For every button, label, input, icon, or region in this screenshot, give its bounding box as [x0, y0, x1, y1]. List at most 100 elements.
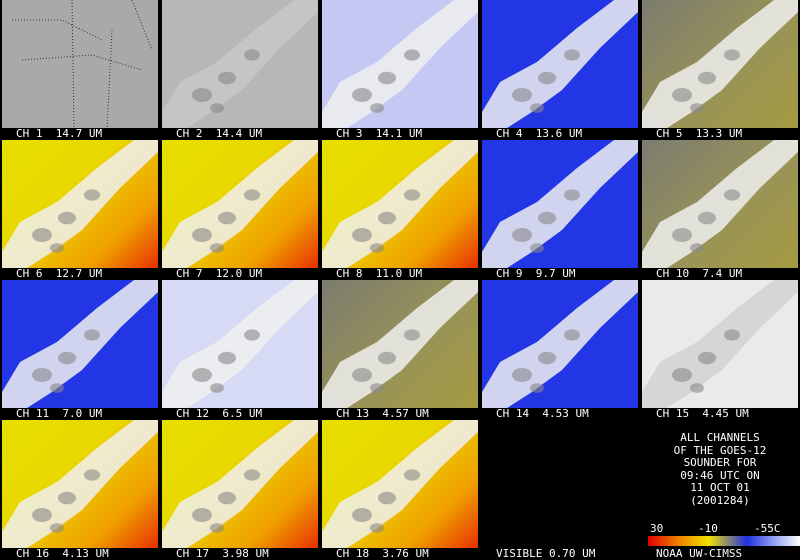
cloud-shade [210, 243, 224, 253]
satellite-image [642, 280, 798, 408]
satellite-image [482, 420, 638, 548]
cloud-band [322, 280, 478, 408]
panel-label: CH 5 13.3 UM [656, 127, 743, 140]
cloud-shade [672, 88, 692, 102]
panel-label: CH 4 13.6 UM [496, 127, 583, 140]
cloud-shade [724, 49, 740, 61]
panel: CH 6 12.7 UM [0, 140, 160, 280]
cloud-layer [322, 0, 478, 128]
info-line: 09:46 UTC ON [680, 468, 760, 482]
cloud-shade [378, 71, 396, 85]
satellite-image [482, 280, 638, 408]
satellite-image [322, 0, 478, 128]
cloud-shade [404, 49, 420, 61]
cloud-layer [162, 0, 318, 128]
panel-label: CH 17 3.98 UM [176, 547, 269, 560]
panel-label: VISIBLE 0.70 UM [496, 547, 596, 560]
cloud-shade [192, 228, 212, 242]
panel: CH 10 7.4 UM [640, 140, 800, 280]
cloud-shade [32, 508, 52, 522]
panel-label: CH 8 11.0 UM [336, 267, 423, 280]
cloud-shade [32, 228, 52, 242]
cloud-shade [84, 329, 100, 341]
cloud-layer [482, 140, 638, 268]
cloud-band [322, 420, 478, 548]
cloud-shade [370, 103, 384, 113]
info-line: (2001284) [690, 493, 750, 507]
satellite-image [642, 140, 798, 268]
cloud-shade [690, 103, 704, 113]
panel-label: CH 11 7.0 UM [16, 407, 103, 420]
cloud-layer [2, 280, 158, 408]
cloud-layer [642, 0, 798, 128]
cloud-shade [244, 49, 260, 61]
cloud-shade [404, 469, 420, 481]
cloud-band [482, 0, 638, 128]
cloud-shade [218, 491, 236, 505]
panel: CH 11 7.0 UM [0, 280, 160, 420]
panel: CH 18 3.76 UM [320, 420, 480, 560]
panel: CH 1 14.7 UM [0, 0, 160, 140]
cloud-shade [370, 243, 384, 253]
info-panel: ALL CHANNELS OF THE GOES-12 SOUNDER FOR 09:… [640, 420, 800, 560]
cloud-shade [690, 243, 704, 253]
cloud-shade [530, 243, 544, 253]
satellite-image [322, 140, 478, 268]
cloud-shade [538, 211, 556, 225]
cloud-shade [698, 351, 716, 365]
panel-label: CH 2 14.4 UM [176, 127, 263, 140]
color-bar [648, 536, 800, 546]
cloud-shade [404, 189, 420, 201]
cloud-band [162, 420, 318, 548]
cloud-layer [2, 140, 158, 268]
cloud-layer [642, 280, 798, 408]
cloud-shade [512, 368, 532, 382]
satellite-image [2, 0, 158, 128]
panel-label: CH 14 4.53 UM [496, 407, 589, 420]
cloud-shade [192, 508, 212, 522]
cloud-shade [50, 243, 64, 253]
cloud-band [642, 280, 798, 408]
cloud-shade [244, 469, 260, 481]
cloud-shade [564, 329, 580, 341]
cloud-layer [482, 0, 638, 128]
cloud-shade [724, 329, 740, 341]
satellite-image [2, 420, 158, 548]
cloud-shade [58, 351, 76, 365]
panel-label: CH 1 14.7 UM [16, 127, 103, 140]
cloud-shade [538, 71, 556, 85]
panel-label: CH 7 12.0 UM [176, 267, 263, 280]
panel: CH 12 6.5 UM [160, 280, 320, 420]
cloud-shade [698, 211, 716, 225]
cloud-shade [192, 368, 212, 382]
satellite-image [2, 280, 158, 408]
panel-label: CH 15 4.45 UM [656, 407, 749, 420]
panel-label: CH 10 7.4 UM [656, 267, 743, 280]
panel: CH 8 11.0 UM [320, 140, 480, 280]
cloud-shade [370, 383, 384, 393]
cloud-band [482, 140, 638, 268]
panel: CH 5 13.3 UM [640, 0, 800, 140]
cloud-band [2, 420, 158, 548]
cloud-shade [210, 103, 224, 113]
satellite-image [162, 0, 318, 128]
panel: CH 2 14.4 UM [160, 0, 320, 140]
cloud-shade [370, 523, 384, 533]
panel: CH 7 12.0 UM [160, 140, 320, 280]
map-lines [12, 0, 153, 128]
cloud-shade [404, 329, 420, 341]
cloud-shade [244, 329, 260, 341]
cloud-band [322, 0, 478, 128]
cloud-band [162, 0, 318, 128]
panel: CH 17 3.98 UM [160, 420, 320, 560]
info-line: OF THE GOES-12 [673, 443, 767, 457]
scale-label: -10 [698, 522, 718, 535]
cloud-band [322, 140, 478, 268]
cloud-shade [244, 189, 260, 201]
cloud-band [2, 140, 158, 268]
info-line: 11 OCT 01 [690, 481, 750, 494]
panel-label: CH 12 6.5 UM [176, 407, 263, 420]
panel: VISIBLE 0.70 UM [480, 420, 640, 560]
cloud-band [642, 0, 798, 128]
